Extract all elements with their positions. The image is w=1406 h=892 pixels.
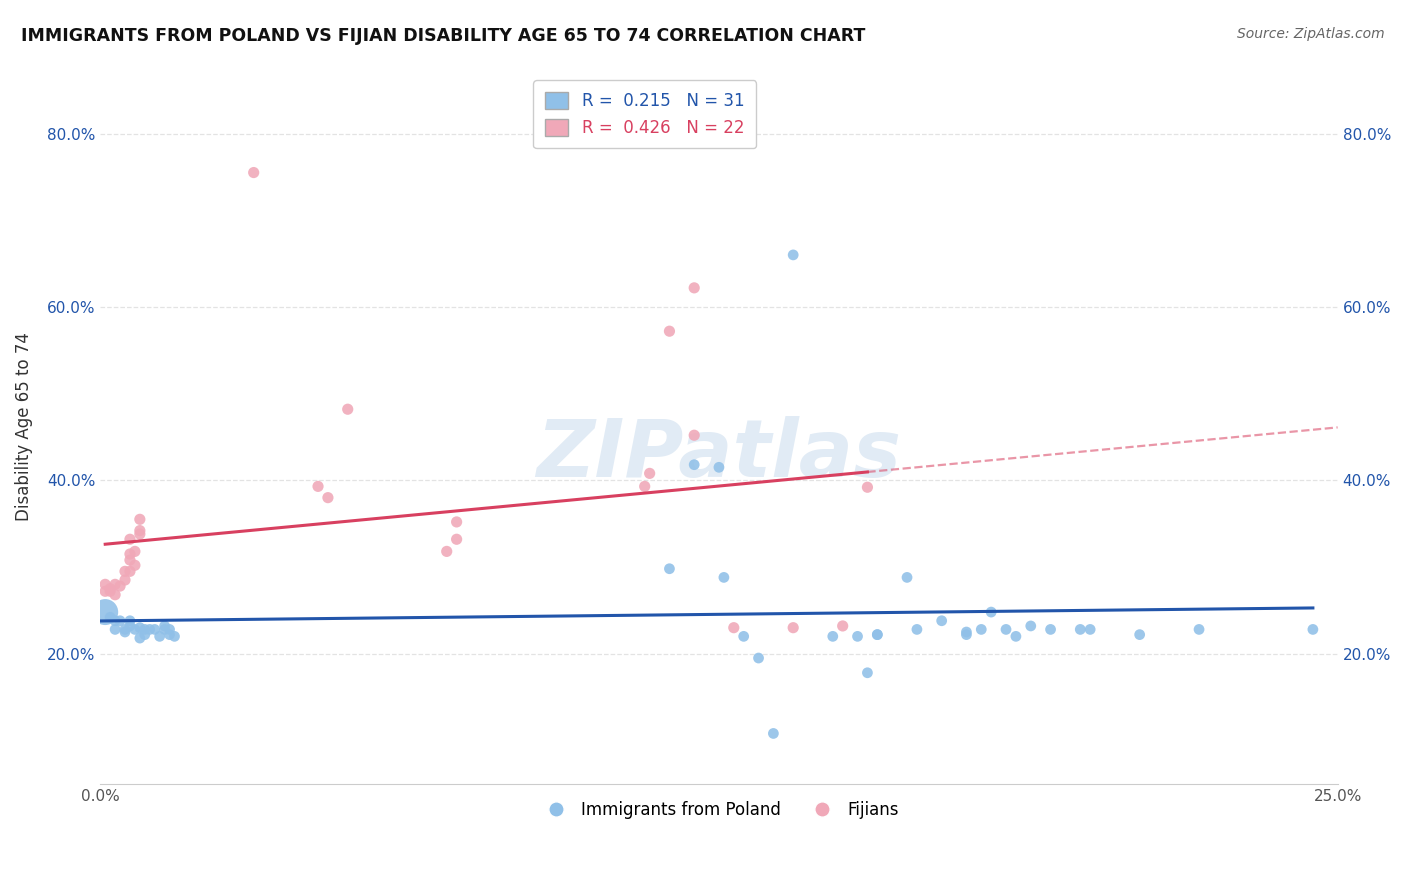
Point — [1019, 619, 1042, 633]
Point — [149, 629, 172, 643]
Point — [1302, 623, 1324, 637]
Point — [336, 402, 359, 417]
Point — [153, 619, 176, 633]
Point — [118, 553, 141, 567]
Point — [118, 614, 141, 628]
Point — [118, 547, 141, 561]
Point — [1078, 623, 1101, 637]
Y-axis label: Disability Age 65 to 74: Disability Age 65 to 74 — [15, 332, 32, 521]
Point — [995, 623, 1018, 637]
Point — [143, 623, 166, 637]
Point — [970, 623, 993, 637]
Point — [707, 460, 730, 475]
Point — [98, 584, 121, 599]
Point — [683, 281, 706, 295]
Point — [821, 629, 844, 643]
Point — [955, 627, 977, 641]
Point — [856, 480, 879, 494]
Point — [118, 565, 141, 579]
Point — [846, 629, 869, 643]
Point — [748, 651, 770, 665]
Point — [134, 623, 156, 637]
Point — [104, 588, 127, 602]
Point — [98, 610, 121, 624]
Legend: Immigrants from Poland, Fijians: Immigrants from Poland, Fijians — [533, 794, 905, 825]
Point — [713, 570, 735, 584]
Point — [446, 515, 468, 529]
Point — [104, 577, 127, 591]
Point — [782, 621, 804, 635]
Point — [153, 623, 176, 637]
Point — [128, 631, 150, 645]
Point — [307, 479, 329, 493]
Point — [104, 614, 127, 628]
Point — [723, 621, 745, 635]
Point — [1069, 623, 1091, 637]
Point — [762, 726, 785, 740]
Point — [128, 527, 150, 541]
Point — [856, 665, 879, 680]
Point — [124, 558, 146, 573]
Text: IMMIGRANTS FROM POLAND VS FIJIAN DISABILITY AGE 65 TO 74 CORRELATION CHART: IMMIGRANTS FROM POLAND VS FIJIAN DISABIL… — [21, 27, 866, 45]
Point — [242, 165, 264, 179]
Point — [108, 579, 131, 593]
Point — [94, 605, 117, 619]
Point — [139, 623, 162, 637]
Point — [436, 544, 458, 558]
Point — [128, 621, 150, 635]
Point — [118, 619, 141, 633]
Point — [316, 491, 339, 505]
Point — [1039, 623, 1062, 637]
Point — [831, 619, 853, 633]
Point — [159, 623, 181, 637]
Point — [114, 573, 136, 587]
Point — [128, 512, 150, 526]
Point — [94, 577, 117, 591]
Point — [782, 248, 804, 262]
Point — [98, 582, 121, 596]
Point — [104, 623, 127, 637]
Point — [955, 625, 977, 640]
Point — [1188, 623, 1211, 637]
Point — [134, 627, 156, 641]
Point — [980, 605, 1002, 619]
Text: ZIPatlas: ZIPatlas — [537, 416, 901, 494]
Point — [931, 614, 953, 628]
Point — [124, 623, 146, 637]
Point — [896, 570, 918, 584]
Point — [128, 524, 150, 538]
Point — [114, 625, 136, 640]
Point — [866, 627, 889, 641]
Text: Source: ZipAtlas.com: Source: ZipAtlas.com — [1237, 27, 1385, 41]
Point — [638, 467, 661, 481]
Point — [159, 627, 181, 641]
Point — [1005, 629, 1028, 643]
Point — [683, 428, 706, 442]
Point — [114, 565, 136, 579]
Point — [446, 533, 468, 547]
Point — [1129, 627, 1152, 641]
Point — [733, 629, 755, 643]
Point — [683, 458, 706, 472]
Point — [118, 533, 141, 547]
Point — [124, 544, 146, 558]
Point — [658, 562, 681, 576]
Point — [108, 614, 131, 628]
Point — [114, 623, 136, 637]
Point — [658, 324, 681, 338]
Point — [634, 479, 657, 493]
Point — [905, 623, 928, 637]
Point — [163, 629, 186, 643]
Point — [94, 584, 117, 599]
Point — [866, 627, 889, 641]
